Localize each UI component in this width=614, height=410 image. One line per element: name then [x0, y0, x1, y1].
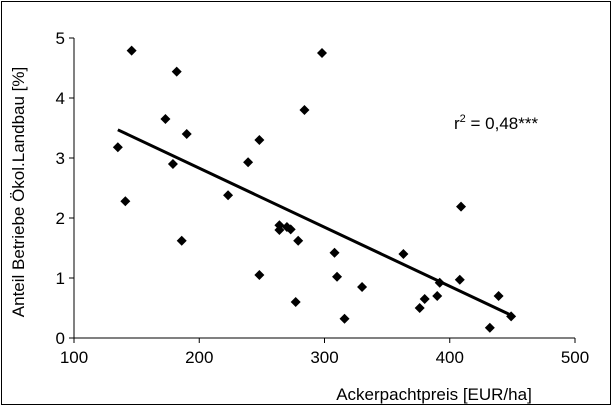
x-tick-label: 200 [185, 348, 213, 367]
y-tick-label: 3 [56, 149, 65, 168]
x-axis-title: Ackerpachtpreis [EUR/ha] [336, 385, 532, 404]
ticks: 0 1 2 3 4 5 100 200 300 400 500 [56, 29, 590, 367]
r-squared-annotation: r2 = 0,48*** [454, 113, 538, 133]
data-point [506, 311, 517, 322]
y-tick-label: 5 [56, 29, 65, 48]
data-point [434, 277, 445, 288]
data-point [339, 313, 350, 324]
r-symbol: r [454, 114, 460, 133]
chart-frame: 0 1 2 3 4 5 100 200 300 400 500 r2 = 0,48*** Acker… [1, 1, 611, 405]
data-point [112, 142, 123, 153]
x-tick-label: 100 [60, 348, 88, 367]
data-point [357, 282, 368, 292]
x-tick-label: 500 [561, 348, 589, 367]
r-superscript: 2 [460, 113, 466, 125]
data-point [414, 303, 425, 313]
y-tick-label: 1 [56, 269, 65, 288]
data-point [285, 224, 296, 235]
data-point [484, 322, 495, 333]
data-point [432, 291, 443, 301]
data-point [290, 297, 301, 307]
data-point [293, 235, 304, 246]
data-point [160, 114, 171, 124]
data-point [254, 270, 265, 280]
data-point [176, 235, 187, 246]
data-point [316, 48, 327, 58]
data-point [299, 105, 310, 115]
y-tick-label: 4 [56, 89, 65, 108]
data-point [120, 196, 131, 207]
data-point [332, 271, 343, 282]
data-point [398, 249, 409, 259]
data-point [456, 201, 467, 212]
data-point [126, 45, 137, 56]
data-point [274, 225, 285, 235]
y-tick-label: 0 [56, 329, 65, 348]
data-point [493, 291, 504, 301]
data-point [454, 274, 465, 285]
data-point [254, 135, 265, 145]
x-tick-label: 400 [436, 348, 464, 367]
data-point [167, 159, 178, 169]
y-axis-title: Anteil Betriebe Ökol.Landbau [%] [9, 67, 28, 317]
data-point [171, 66, 182, 77]
r-squared-value: = 0,48*** [466, 114, 539, 133]
data-point [223, 190, 234, 201]
trendline [117, 128, 512, 317]
x-tick-label: 300 [310, 348, 338, 367]
data-point [181, 129, 192, 139]
y-tick-label: 2 [56, 209, 65, 228]
data-point [329, 247, 340, 258]
data-point [243, 157, 254, 168]
data-point [419, 294, 430, 304]
data-points [112, 45, 517, 333]
